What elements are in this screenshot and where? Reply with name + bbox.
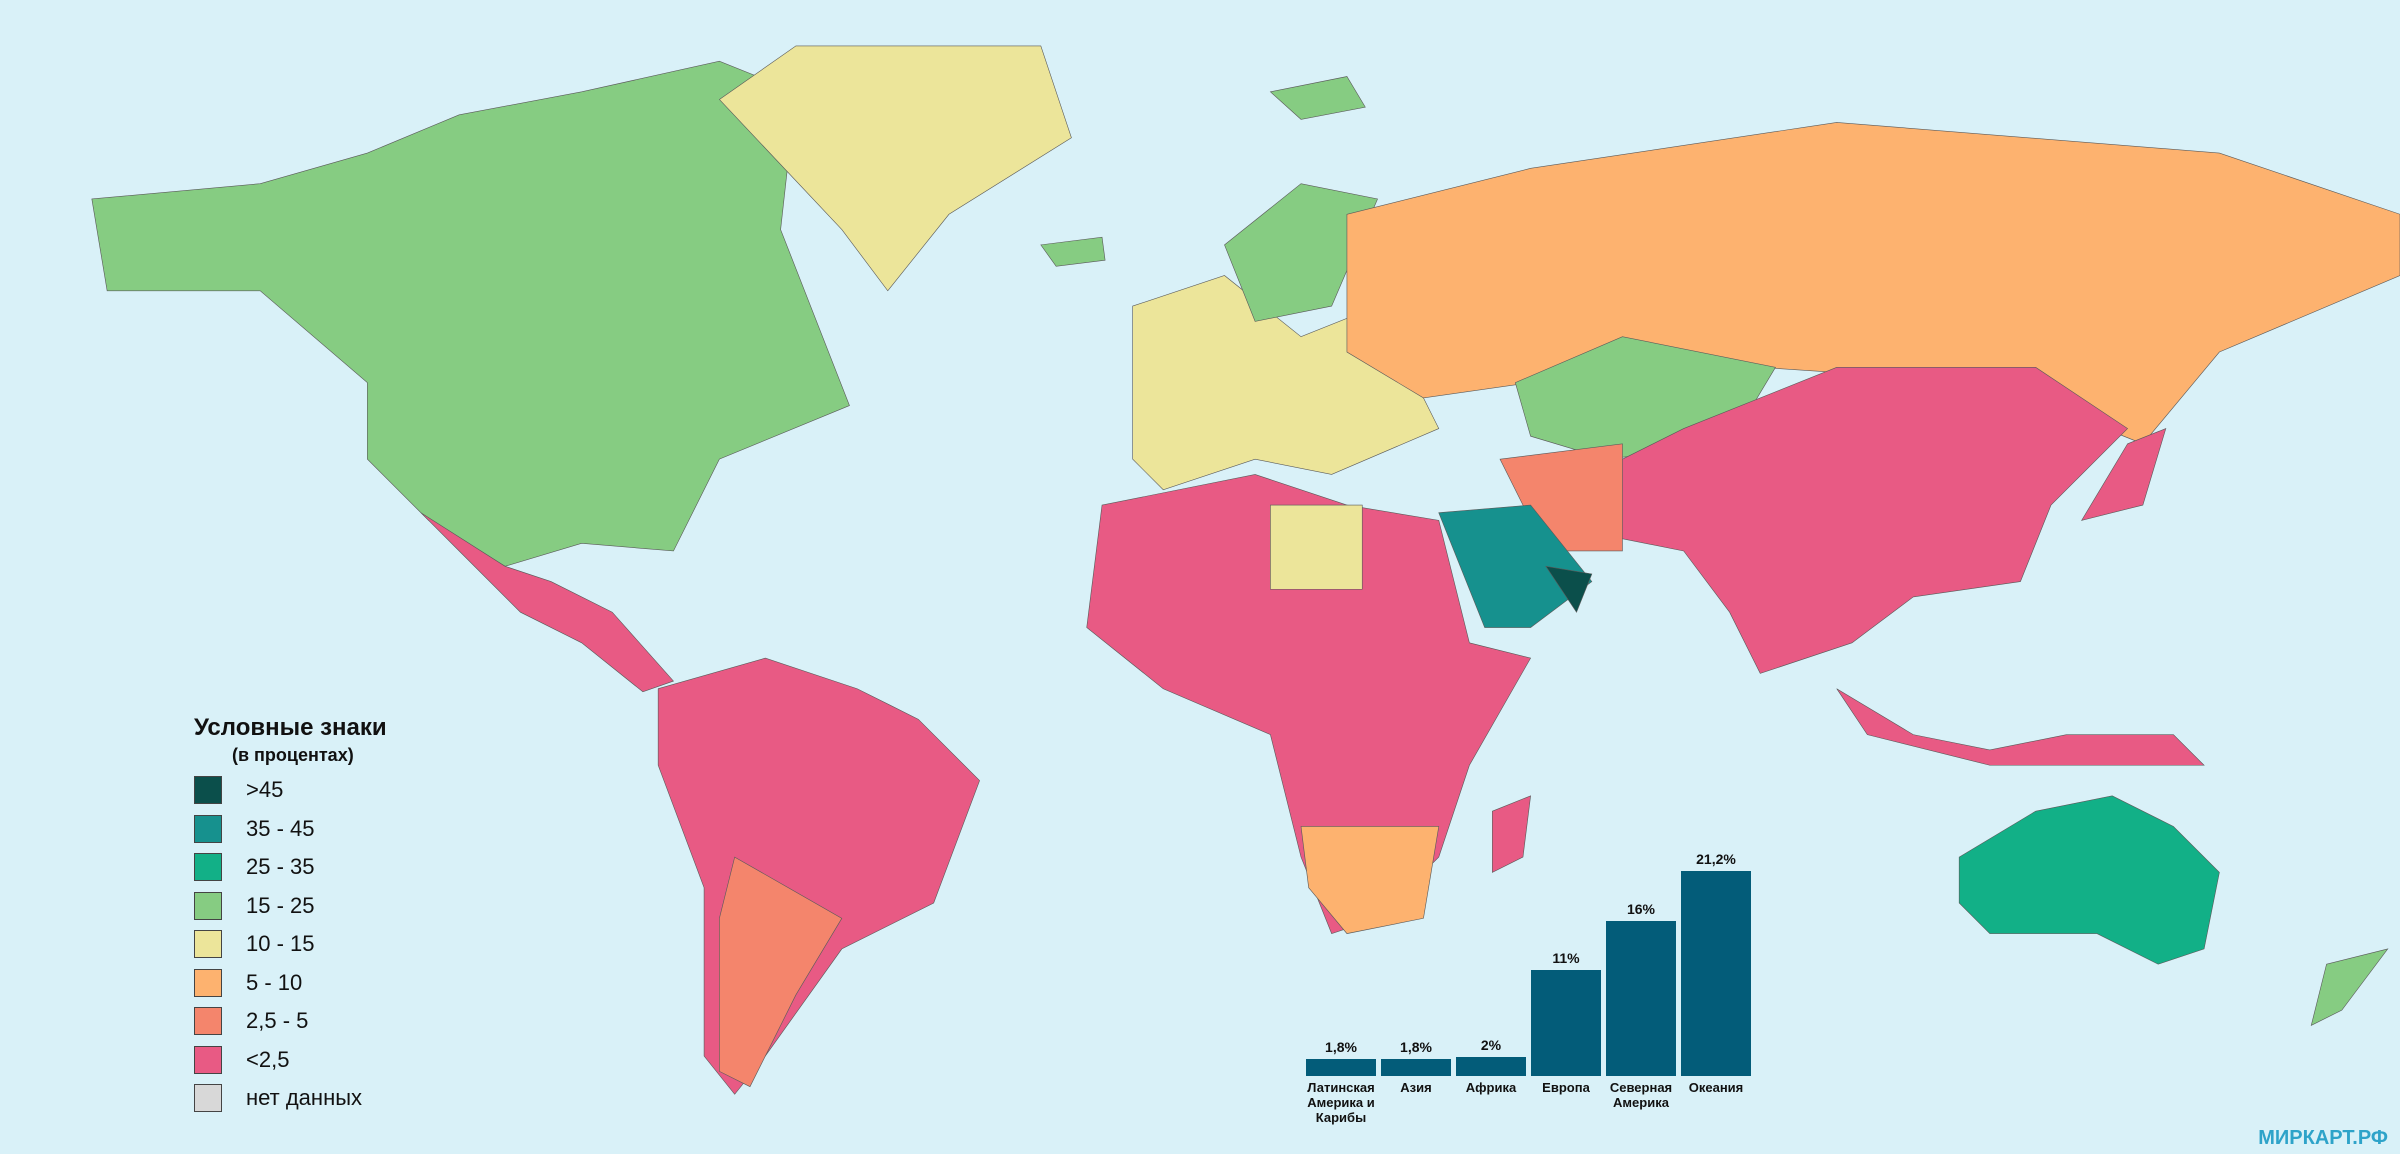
value-label: 21,2% [1696,851,1736,867]
bar [1681,871,1751,1076]
saudi-arabia [1438,504,1593,628]
legend-label: 2,5 - 5 [246,1008,309,1033]
legend-title: Условные знаки [194,714,387,741]
libya [1270,504,1363,590]
legend-swatch [194,968,222,997]
value-label: 16% [1626,901,1656,918]
value-label: 1,8% [1400,1038,1432,1055]
legend-swatch [194,930,222,958]
bar [1531,969,1601,1076]
category-label: Северная Америка [1609,1080,1673,1110]
bar [1456,1056,1526,1076]
central-america [420,512,675,693]
south-america [657,657,980,1095]
watermark: МИРКАРТ.РФ [2258,1127,2388,1149]
legend-swatch [194,1045,222,1074]
legend-subtitle: (в процентах) [232,745,354,765]
legend-swatch [194,891,222,920]
oman [1545,565,1593,613]
north-america [91,60,850,567]
legend-label: 25 - 35 [246,854,315,879]
category-label: Океания [1688,1080,1744,1095]
africa [1086,474,1532,934]
indonesia [1836,688,2205,766]
legend-label: 35 - 45 [246,815,315,841]
australia [1958,795,2220,965]
value-label: 1,8% [1325,1038,1357,1055]
southern-africa [1300,826,1440,934]
madagascar [1492,795,1531,873]
category-label: Латинская Америка и Карибы [1307,1080,1375,1125]
bar [1606,921,1676,1076]
legend-label: 10 - 15 [246,931,315,956]
southern-cone [719,856,843,1088]
japan [2080,428,2167,521]
greenland [718,45,1072,292]
legend-swatch [194,853,222,881]
legend-swatch [194,814,222,843]
value-label: 11% [1552,949,1580,966]
legend-swatch [194,776,222,804]
bar [1381,1058,1451,1076]
value-label: 2% [1480,1036,1502,1053]
legend-label: 5 - 10 [246,969,303,995]
bar [1306,1058,1376,1076]
category-label: Европа [1542,1080,1590,1095]
iceland [1040,236,1106,267]
legend-label: <2,5 [246,1046,290,1072]
legend-label: 15 - 25 [246,892,315,918]
legend-label: >45 [246,777,284,802]
category-label: Азия [1400,1080,1432,1095]
svalbard [1269,76,1366,120]
legend-label: нет данных [246,1085,363,1110]
new-zealand [2310,948,2389,1027]
legend-swatch [194,1007,222,1035]
category-label: Африка [1465,1080,1517,1095]
legend-swatch [194,1084,222,1112]
